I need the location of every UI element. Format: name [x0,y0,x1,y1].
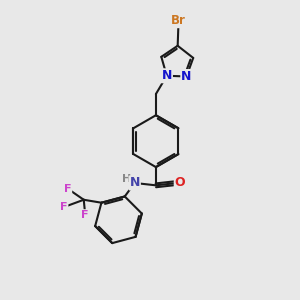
Text: O: O [175,176,185,190]
Text: N: N [162,69,172,82]
Text: Br: Br [171,14,186,27]
Text: F: F [82,210,89,220]
Text: N: N [130,176,140,190]
Text: F: F [64,184,71,194]
Text: F: F [60,202,68,212]
Text: H: H [122,174,131,184]
Text: N: N [181,70,192,83]
